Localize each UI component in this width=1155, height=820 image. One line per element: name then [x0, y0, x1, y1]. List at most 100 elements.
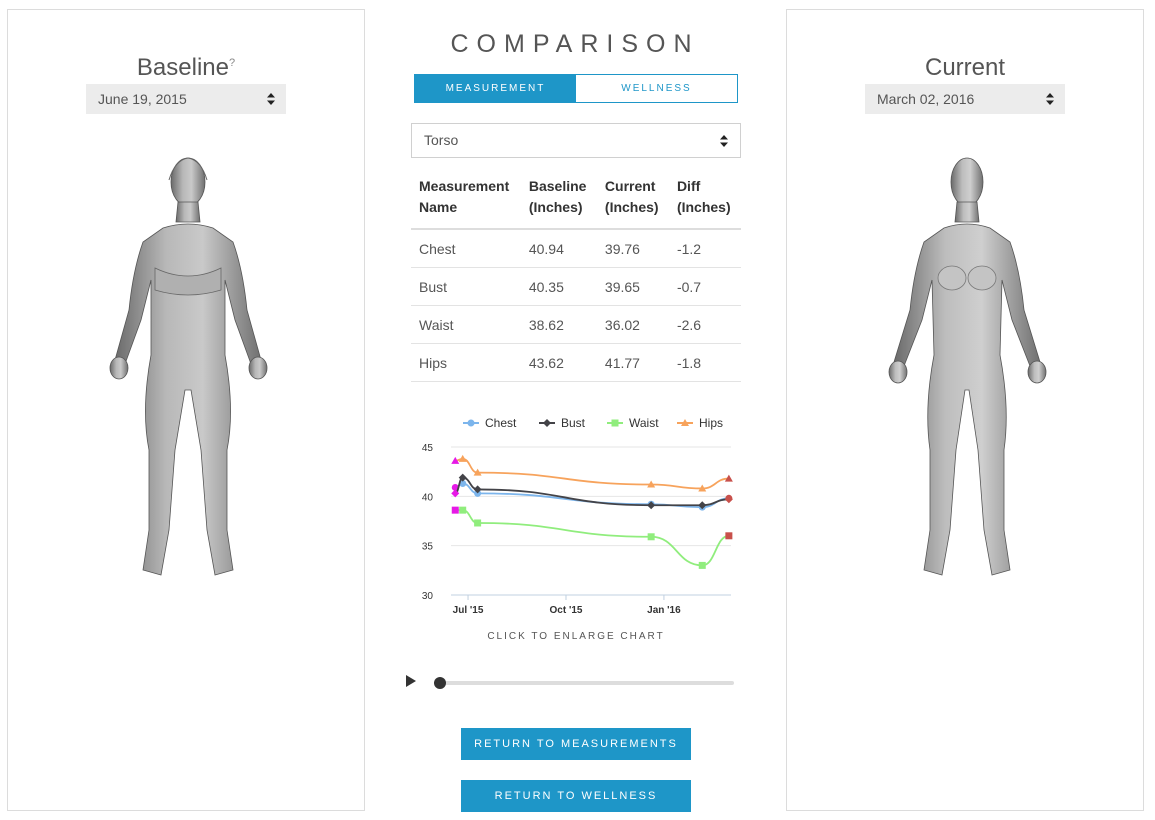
- data-point-bust: [451, 489, 460, 498]
- header-line: Measurement: [419, 178, 510, 194]
- current-date-select[interactable]: March 02, 2016: [865, 84, 1065, 114]
- series-line-hips: [455, 457, 729, 490]
- column-header-name: Measurement Name: [411, 168, 521, 230]
- legend-marker: [681, 419, 689, 426]
- timeline-track[interactable]: [436, 681, 734, 685]
- data-point-waist: [451, 506, 459, 514]
- data-point-waist: [474, 519, 482, 527]
- table-cell: 40.94: [520, 229, 597, 268]
- legend-marker: [467, 419, 475, 427]
- table-cell: 39.76: [596, 229, 669, 268]
- current-date-value: March 02, 2016: [877, 91, 975, 107]
- return-to-measurements-button[interactable]: RETURN TO MEASUREMENTS: [461, 728, 691, 760]
- baseline-panel: Baseline? June 19, 2015: [7, 9, 365, 811]
- table-cell: 38.62: [520, 305, 597, 344]
- legend-marker: [543, 419, 551, 427]
- tab-measurement[interactable]: MEASUREMENT: [415, 75, 576, 102]
- header-line: Baseline: [528, 178, 587, 194]
- y-tick-label: 30: [422, 591, 434, 602]
- view-tabs: MEASUREMENT WELLNESS: [414, 74, 738, 103]
- table-cell: 40.35: [520, 267, 597, 306]
- x-tick-label: Oct '15: [550, 605, 583, 616]
- baseline-title: Baseline?: [8, 54, 364, 82]
- body-scan-image: [888, 157, 1047, 576]
- help-icon[interactable]: ?: [228, 57, 236, 69]
- legend-label-hips: Hips: [699, 416, 723, 430]
- table-cell: -1.8: [668, 343, 741, 382]
- data-point-bust: [473, 485, 482, 494]
- data-point-hips: [647, 480, 656, 488]
- table-cell: 39.65: [596, 267, 669, 306]
- trend-chart-svg: 45 40 35 30 Jul '15 Oct '15 Jan '16 Chest Bust Wa…: [422, 416, 733, 616]
- timeline-player: [406, 674, 736, 694]
- baseline-title-text: Baseline: [136, 54, 229, 81]
- table-cell: -0.7: [668, 267, 741, 306]
- column-header-diff: Diff (Inches): [668, 168, 741, 230]
- y-tick-label: 40: [422, 492, 434, 503]
- legend-label-chest: Chest: [485, 416, 517, 430]
- table-row: Bust 40.35 39.65 -0.7: [411, 267, 741, 306]
- tab-wellness[interactable]: WELLNESS: [576, 75, 737, 102]
- return-to-wellness-button[interactable]: RETURN TO WELLNESS: [461, 780, 691, 812]
- select-arrows-icon: [720, 126, 728, 147]
- table-cell: 43.62: [520, 343, 597, 382]
- column-header-baseline: Baseline (Inches): [520, 168, 597, 230]
- data-point-waist: [459, 506, 467, 514]
- current-title: Current: [924, 54, 1006, 81]
- measurement-table: Measurement Name Baseline (Inches) Current…: [411, 168, 741, 382]
- baseline-body-scan[interactable]: [75, 150, 299, 590]
- table-row: Hips 43.62 41.77 -1.8: [411, 343, 741, 382]
- data-point-bust: [698, 501, 707, 510]
- play-icon[interactable]: [406, 674, 420, 690]
- data-point-waist: [725, 532, 733, 540]
- x-tick-label: Jan '16: [647, 605, 681, 616]
- data-point-hips: [473, 468, 482, 476]
- table-cell: Waist: [411, 305, 521, 344]
- legend-label-bust: Bust: [561, 416, 586, 430]
- y-tick-label: 45: [422, 443, 434, 454]
- table-header-row: Measurement Name Baseline (Inches) Current…: [411, 168, 741, 230]
- current-body-scan[interactable]: [854, 150, 1078, 590]
- column-header-current: Current (Inches): [596, 168, 669, 230]
- data-point-hips: [724, 474, 733, 482]
- legend-marker: [611, 419, 619, 427]
- table-cell: Hips: [411, 343, 521, 382]
- baseline-date-select[interactable]: June 19, 2015: [86, 84, 286, 114]
- comparison-title: COMPARISON: [450, 30, 700, 58]
- region-select-value: Torso: [424, 132, 459, 148]
- table-cell: Bust: [411, 267, 521, 306]
- table-cell: -2.6: [668, 305, 741, 344]
- region-select[interactable]: Torso: [411, 123, 741, 158]
- header-line: (Inches): [528, 199, 583, 215]
- baseline-date-value: June 19, 2015: [98, 91, 187, 107]
- data-point-chest: [451, 483, 459, 491]
- series-line-waist: [455, 509, 730, 567]
- select-arrows-icon: [267, 84, 275, 105]
- table-cell: Chest: [411, 229, 521, 268]
- timeline-handle[interactable]: [434, 677, 446, 689]
- table-row: Chest 40.94 39.76 -1.2: [411, 229, 741, 268]
- table-cell: -1.2: [668, 229, 741, 268]
- data-point-bust: [458, 473, 467, 482]
- header-line: Current: [604, 178, 656, 194]
- header-line: (Inches): [604, 199, 659, 215]
- header-line: Name: [419, 199, 458, 215]
- data-point-bust: [724, 495, 733, 504]
- enlarge-chart-link[interactable]: CLICK TO ENLARGE CHART: [487, 631, 665, 642]
- table-cell: 36.02: [596, 305, 669, 344]
- data-point-waist: [698, 561, 706, 569]
- current-panel: Current March 02, 2016: [786, 9, 1144, 811]
- table-cell: 41.77: [596, 343, 669, 382]
- data-point-hips: [698, 484, 707, 492]
- data-point-chest: [459, 480, 467, 488]
- trend-chart[interactable]: 45 40 35 30 Jul '15 Oct '15 Jan '16 Chest Bust Wa…: [411, 405, 741, 620]
- data-point-hips: [451, 456, 460, 464]
- data-point-bust: [647, 501, 656, 510]
- data-point-hips: [458, 454, 467, 462]
- y-tick-label: 35: [422, 542, 434, 553]
- header-line: Diff: [676, 178, 701, 194]
- table-row: Waist 38.62 36.02 -2.6: [411, 305, 741, 344]
- data-point-waist: [647, 533, 655, 541]
- select-arrows-icon: [1046, 84, 1054, 105]
- body-scan-image: [109, 157, 268, 576]
